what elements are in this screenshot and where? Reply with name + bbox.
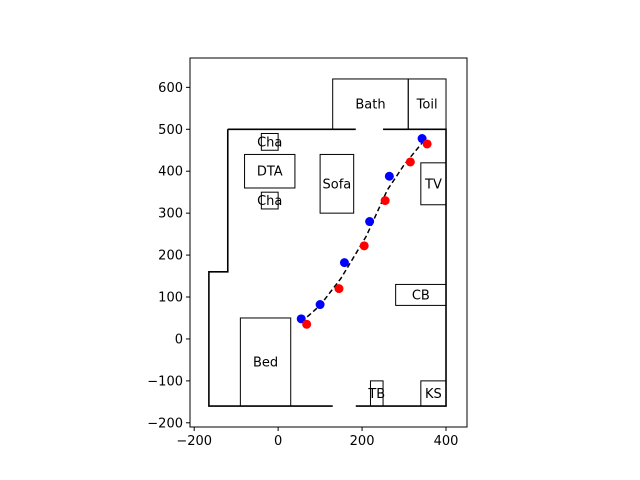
- y-tick-label: 200: [158, 249, 183, 264]
- y-tick-label: 400: [158, 165, 183, 180]
- furniture-box: [244, 153, 296, 189]
- x-tick-label: 0: [274, 434, 282, 449]
- axes-frame: [189, 57, 468, 428]
- data-point: [405, 157, 415, 167]
- y-tick-label: 100: [158, 291, 183, 306]
- data-point: [296, 314, 306, 324]
- x-tick-label: 400: [434, 434, 459, 449]
- data-point: [339, 258, 349, 268]
- furniture-label: Cha: [257, 194, 282, 209]
- furniture-label: DTA: [257, 165, 283, 180]
- y-tick-label: 0: [175, 332, 183, 347]
- y-tick-label: 500: [158, 123, 183, 138]
- data-point: [422, 139, 432, 149]
- furniture-box: [319, 153, 355, 214]
- furniture-label: TV: [424, 177, 442, 192]
- x-tick-label: −200: [176, 434, 212, 449]
- furniture-label: Cha: [257, 135, 282, 150]
- data-point: [302, 319, 312, 329]
- furniture-label: TB: [367, 387, 385, 402]
- furniture-box: [260, 191, 279, 210]
- furniture-label: Sofa: [323, 177, 352, 192]
- data-point: [334, 284, 344, 294]
- furniture-label: Bed: [253, 356, 278, 371]
- y-tick-label: 300: [158, 207, 183, 222]
- data-point: [365, 217, 375, 227]
- y-tick-label: −100: [147, 374, 183, 389]
- furniture-box: [260, 132, 279, 151]
- y-tick-label: 600: [158, 81, 183, 96]
- furniture-label: KS: [425, 387, 442, 402]
- data-point: [359, 241, 369, 251]
- x-tick-label: 200: [350, 434, 375, 449]
- data-point: [384, 171, 394, 181]
- furniture-label: Bath: [355, 98, 385, 113]
- data-point: [315, 300, 325, 310]
- furniture-label: Toil: [416, 98, 438, 113]
- y-tick-label: −200: [147, 416, 183, 431]
- furniture-label: CB: [412, 288, 430, 303]
- room-wall: [208, 128, 447, 407]
- data-point: [380, 196, 390, 206]
